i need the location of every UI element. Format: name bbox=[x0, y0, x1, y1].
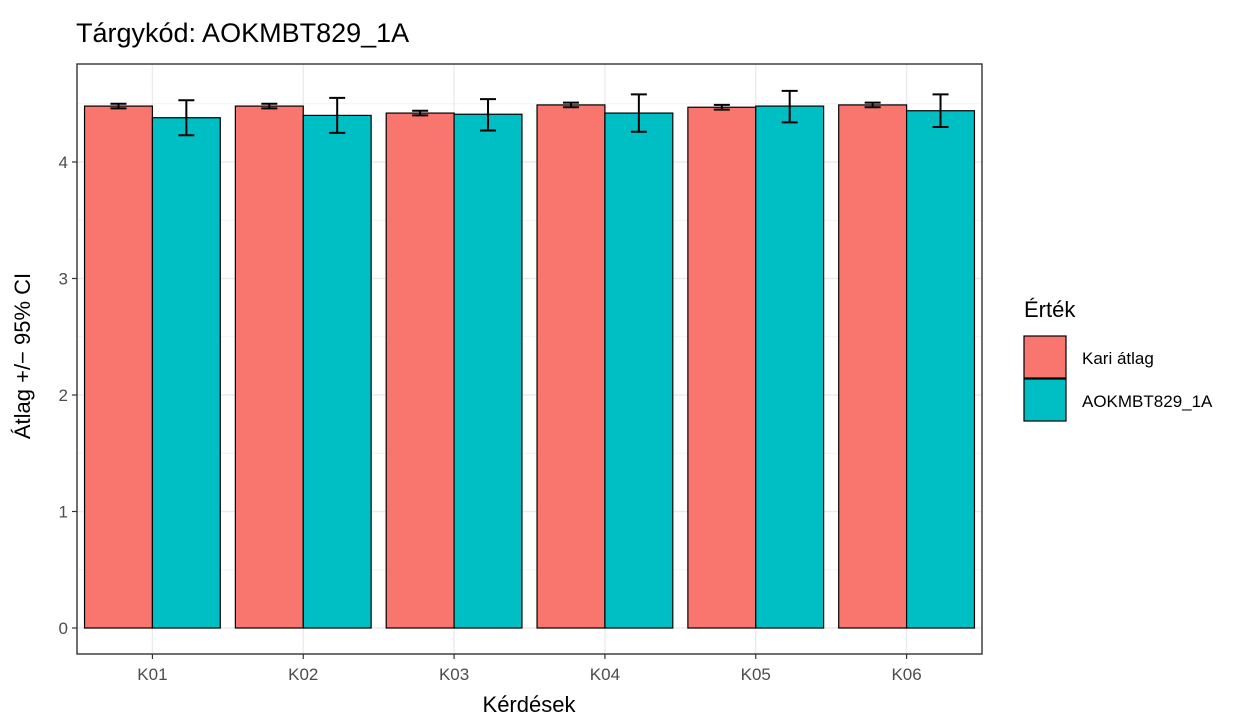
bar bbox=[687, 106, 757, 629]
x-tick-label: K05 bbox=[741, 665, 771, 684]
bar bbox=[385, 112, 455, 629]
bar bbox=[302, 114, 372, 629]
bar bbox=[83, 105, 154, 629]
legend-swatch bbox=[1023, 335, 1067, 379]
x-tick-label: K03 bbox=[439, 665, 469, 684]
legend-label: Kari átlag bbox=[1082, 349, 1154, 368]
y-axis: 0 1 2 3 4 bbox=[59, 153, 77, 638]
legend-swatch bbox=[1023, 378, 1067, 422]
chart-title: Tárgykód: AOKMBT829_1A bbox=[76, 18, 409, 48]
y-tick-label: 2 bbox=[59, 386, 68, 405]
x-tick-label: K01 bbox=[137, 665, 167, 684]
y-tick-label: 0 bbox=[59, 619, 68, 638]
grid-lines bbox=[77, 64, 982, 654]
bar bbox=[838, 104, 908, 629]
bar bbox=[905, 110, 976, 629]
bar bbox=[536, 104, 606, 629]
bar bbox=[453, 113, 523, 629]
x-tick-label: K06 bbox=[891, 665, 921, 684]
plot-panel-border bbox=[76, 63, 983, 655]
bar bbox=[151, 117, 221, 629]
y-tick-label: 1 bbox=[59, 503, 68, 522]
y-axis-title: Átlag +/− 95% CI bbox=[10, 273, 35, 439]
x-axis-title: Kérdések bbox=[483, 692, 577, 717]
x-axis: K01 K02 K03 K04 K05 K06 bbox=[137, 654, 922, 684]
x-tick-label: K04 bbox=[590, 665, 620, 684]
bar bbox=[604, 112, 674, 629]
y-tick-label: 4 bbox=[59, 153, 68, 172]
x-tick-label: K02 bbox=[288, 665, 318, 684]
bar bbox=[234, 105, 304, 629]
error-bars bbox=[110, 89, 949, 137]
y-tick-label: 3 bbox=[59, 270, 68, 289]
legend: Érték Kari átlag AOKMBT829_1A bbox=[1023, 297, 1213, 422]
legend-label: AOKMBT829_1A bbox=[1082, 392, 1213, 411]
bar bbox=[755, 105, 825, 629]
legend-title: Érték bbox=[1024, 297, 1076, 322]
